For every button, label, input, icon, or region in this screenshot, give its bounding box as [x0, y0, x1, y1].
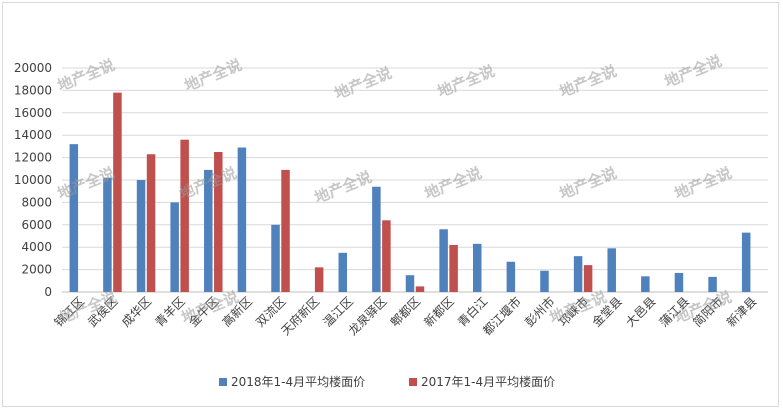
watermark: 地产全说 — [557, 164, 619, 203]
bar-2018 — [237, 147, 247, 292]
bar-2018 — [741, 232, 751, 292]
legend-swatch-2017 — [409, 378, 417, 386]
bar-2018 — [708, 276, 717, 292]
watermark: 地产全说 — [55, 56, 117, 95]
legend-swatch-2018 — [219, 378, 227, 386]
bar-2017 — [146, 154, 156, 292]
bar-2018 — [372, 186, 381, 292]
y-tick-label: 14000 — [14, 128, 52, 142]
watermark: 地产全说 — [662, 52, 724, 91]
y-tick-label: 18000 — [14, 83, 52, 97]
bar-2018 — [439, 229, 448, 292]
watermark: 地产全说 — [422, 164, 484, 203]
bar-2018 — [641, 276, 650, 292]
y-tick-label: 8000 — [21, 195, 52, 209]
x-tick-label: 郫都区 — [387, 294, 423, 330]
watermark: 地产全说 — [182, 56, 244, 95]
watermark: 地产全说 — [332, 64, 394, 103]
bar-2017 — [583, 265, 593, 292]
bar-2017 — [382, 220, 391, 292]
y-tick-label: 12000 — [14, 151, 52, 165]
watermark: 地产全说 — [312, 168, 374, 207]
y-tick-label: 20000 — [14, 61, 52, 75]
x-tick-label: 新都区 — [421, 294, 457, 330]
bar-2017 — [415, 286, 425, 292]
gridlines — [62, 67, 768, 293]
y-tick-label: 0 — [44, 285, 52, 299]
bar-2017 — [449, 244, 458, 292]
bar-2018 — [472, 243, 482, 292]
x-tick-label: 成华区 — [119, 294, 154, 329]
bar-2018 — [69, 144, 79, 292]
y-tick-label: 2000 — [21, 263, 52, 277]
y-tick-label: 4000 — [21, 240, 52, 254]
bar-2018 — [338, 252, 348, 292]
legend-label-2018: 2018年1-4月平均楼面价 — [231, 374, 365, 389]
chart-frame — [2, 2, 779, 407]
bar-2017 — [214, 152, 223, 292]
bar-2017 — [314, 267, 324, 292]
bar-2017 — [281, 169, 290, 292]
y-tick-label: 6000 — [21, 218, 52, 232]
y-tick-label: 10000 — [14, 173, 52, 187]
bar-2018 — [540, 270, 549, 292]
legend: 2018年1-4月平均楼面价 2017年1-4月平均楼面价 — [219, 374, 555, 389]
bar-2018 — [204, 169, 213, 292]
bars — [69, 92, 751, 292]
bar-2017 — [113, 92, 122, 292]
legend-label-2017: 2017年1-4月平均楼面价 — [421, 374, 555, 389]
bar-2018 — [271, 224, 280, 292]
bar-2018 — [674, 272, 684, 292]
bar-2018 — [573, 256, 583, 292]
y-axis-ticks: 0 2000 4000 6000 8000 10000 12000 14000 16000 180… — [14, 61, 52, 299]
y-tick-label: 16000 — [14, 106, 52, 120]
watermark: 地产全说 — [672, 164, 734, 203]
bar-2018 — [405, 275, 415, 292]
bar-2017 — [180, 139, 189, 292]
bar-2018 — [506, 261, 516, 292]
bar-2018 — [607, 248, 616, 292]
bar-2018 — [170, 202, 179, 292]
x-tick-label: 大邑县 — [623, 294, 658, 329]
x-axis-ticks: 锦江区武侯区成华区青羊区金牛区高新区双流区天府新区温江区龙泉驿区郫都区新都区青白… — [52, 294, 760, 339]
bar-2018 — [136, 180, 146, 292]
bar-2018 — [103, 177, 112, 292]
